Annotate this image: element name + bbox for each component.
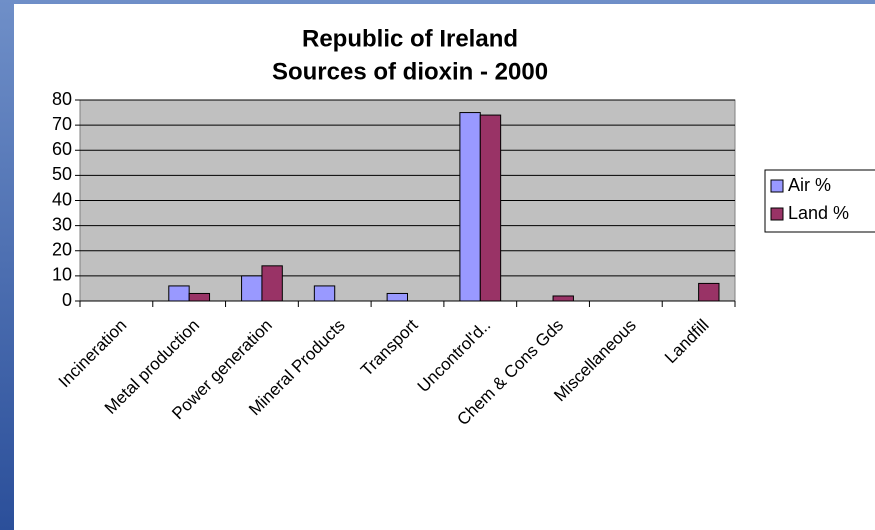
bar	[698, 282, 720, 302]
bar	[261, 265, 283, 302]
y-tick-label: 60	[52, 139, 72, 159]
y-tick-label: 80	[52, 89, 72, 109]
y-tick-label: 20	[52, 240, 72, 260]
legend	[764, 169, 875, 233]
legend-label: Land %	[788, 203, 849, 223]
y-tick-label: 30	[52, 214, 72, 234]
y-tick-label: 10	[52, 265, 72, 285]
y-tick-label: 0	[62, 290, 72, 310]
y-tick-label: 50	[52, 164, 72, 184]
bar	[313, 285, 336, 302]
bar	[241, 275, 263, 302]
legend-label: Air %	[788, 175, 831, 195]
bar	[552, 295, 574, 302]
legend-swatch	[770, 207, 784, 221]
chart-subtitle: Sources of dioxin - 2000	[272, 58, 548, 85]
y-tick-label: 70	[52, 114, 72, 134]
bar	[386, 292, 408, 302]
y-tick-label: 40	[52, 189, 72, 209]
bar	[479, 114, 502, 302]
chart-title: Republic of Ireland	[302, 25, 518, 52]
bar	[459, 112, 481, 302]
legend-swatch	[770, 179, 784, 193]
bar	[188, 292, 211, 302]
bar	[168, 285, 190, 302]
